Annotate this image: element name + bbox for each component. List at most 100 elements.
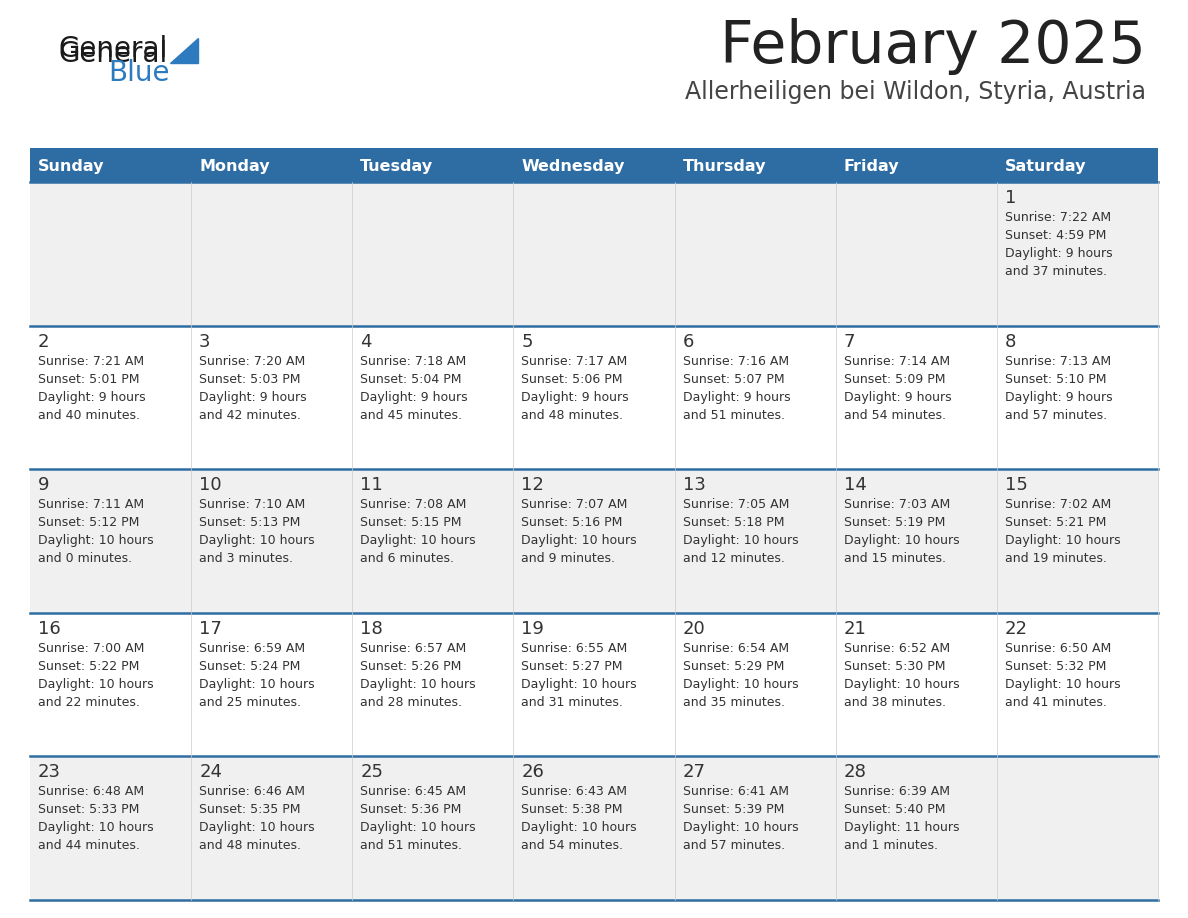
Text: Sunset: 5:18 PM: Sunset: 5:18 PM (683, 516, 784, 529)
Text: and 41 minutes.: and 41 minutes. (1005, 696, 1107, 709)
Text: 26: 26 (522, 764, 544, 781)
Text: 23: 23 (38, 764, 61, 781)
Text: and 54 minutes.: and 54 minutes. (843, 409, 946, 421)
Text: Sunrise: 6:45 AM: Sunrise: 6:45 AM (360, 786, 467, 799)
Text: Sunrise: 6:55 AM: Sunrise: 6:55 AM (522, 642, 627, 655)
Text: and 3 minutes.: and 3 minutes. (200, 553, 293, 565)
Text: Sunset: 5:13 PM: Sunset: 5:13 PM (200, 516, 301, 529)
Polygon shape (170, 38, 198, 63)
Text: Sunset: 5:07 PM: Sunset: 5:07 PM (683, 373, 784, 386)
Text: 11: 11 (360, 476, 383, 494)
Text: 14: 14 (843, 476, 866, 494)
Text: 1: 1 (1005, 189, 1016, 207)
Text: Daylight: 9 hours: Daylight: 9 hours (843, 390, 952, 404)
Text: Daylight: 9 hours: Daylight: 9 hours (683, 390, 790, 404)
Text: Sunrise: 7:08 AM: Sunrise: 7:08 AM (360, 498, 467, 511)
Bar (997, 469, 1158, 613)
Bar (997, 148, 1158, 182)
Text: Wednesday: Wednesday (522, 159, 625, 174)
Text: Sunset: 5:32 PM: Sunset: 5:32 PM (1005, 660, 1106, 673)
Text: Tuesday: Tuesday (360, 159, 434, 174)
Text: and 28 minutes.: and 28 minutes. (360, 696, 462, 709)
Text: 8: 8 (1005, 332, 1016, 351)
Text: Daylight: 9 hours: Daylight: 9 hours (1005, 247, 1112, 260)
Bar (835, 613, 997, 756)
Text: Sunrise: 7:05 AM: Sunrise: 7:05 AM (683, 498, 789, 511)
Text: Daylight: 10 hours: Daylight: 10 hours (360, 822, 476, 834)
Text: Sunset: 5:24 PM: Sunset: 5:24 PM (200, 660, 301, 673)
Text: Sunrise: 6:41 AM: Sunrise: 6:41 AM (683, 786, 789, 799)
Bar (353, 182, 513, 326)
Bar (675, 756, 835, 900)
Bar (997, 613, 1158, 756)
Text: Allerheiligen bei Wildon, Styria, Austria: Allerheiligen bei Wildon, Styria, Austri… (685, 80, 1146, 104)
Text: Sunrise: 7:10 AM: Sunrise: 7:10 AM (200, 498, 305, 511)
Bar (191, 756, 353, 900)
Text: Sunset: 5:03 PM: Sunset: 5:03 PM (200, 373, 301, 386)
Text: and 38 minutes.: and 38 minutes. (843, 696, 946, 709)
Text: Daylight: 10 hours: Daylight: 10 hours (1005, 534, 1120, 547)
Text: Sunset: 5:06 PM: Sunset: 5:06 PM (522, 373, 623, 386)
Text: Sunset: 5:01 PM: Sunset: 5:01 PM (38, 373, 139, 386)
Text: 22: 22 (1005, 620, 1028, 638)
Text: Sunset: 5:12 PM: Sunset: 5:12 PM (38, 516, 139, 529)
Text: Daylight: 10 hours: Daylight: 10 hours (38, 822, 153, 834)
Bar (191, 148, 353, 182)
Text: Sunrise: 6:59 AM: Sunrise: 6:59 AM (200, 642, 305, 655)
Text: Daylight: 9 hours: Daylight: 9 hours (1005, 390, 1112, 404)
Text: 18: 18 (360, 620, 383, 638)
Text: Monday: Monday (200, 159, 270, 174)
Text: Sunset: 5:15 PM: Sunset: 5:15 PM (360, 516, 462, 529)
Text: and 31 minutes.: and 31 minutes. (522, 696, 624, 709)
Text: 9: 9 (38, 476, 50, 494)
Text: and 15 minutes.: and 15 minutes. (843, 553, 946, 565)
Text: Sunset: 5:39 PM: Sunset: 5:39 PM (683, 803, 784, 816)
Text: Friday: Friday (843, 159, 899, 174)
Bar (353, 326, 513, 469)
Text: and 51 minutes.: and 51 minutes. (683, 409, 784, 421)
Bar (30, 613, 191, 756)
Text: Daylight: 11 hours: Daylight: 11 hours (843, 822, 959, 834)
Text: Blue: Blue (108, 59, 170, 87)
Text: Sunset: 5:21 PM: Sunset: 5:21 PM (1005, 516, 1106, 529)
Text: Sunset: 5:26 PM: Sunset: 5:26 PM (360, 660, 462, 673)
Text: Thursday: Thursday (683, 159, 766, 174)
Text: Daylight: 10 hours: Daylight: 10 hours (360, 534, 476, 547)
Text: Sunrise: 7:00 AM: Sunrise: 7:00 AM (38, 642, 145, 655)
Bar (835, 756, 997, 900)
Text: and 54 minutes.: and 54 minutes. (522, 839, 624, 853)
Bar (353, 613, 513, 756)
Bar (675, 148, 835, 182)
Bar (353, 756, 513, 900)
Bar (513, 148, 675, 182)
Text: Sunrise: 7:11 AM: Sunrise: 7:11 AM (38, 498, 144, 511)
Text: Sunrise: 7:02 AM: Sunrise: 7:02 AM (1005, 498, 1111, 511)
Bar (513, 326, 675, 469)
Bar (30, 326, 191, 469)
Text: 19: 19 (522, 620, 544, 638)
Text: and 57 minutes.: and 57 minutes. (683, 839, 785, 853)
Text: Sunset: 5:27 PM: Sunset: 5:27 PM (522, 660, 623, 673)
Text: and 9 minutes.: and 9 minutes. (522, 553, 615, 565)
Text: Daylight: 10 hours: Daylight: 10 hours (200, 822, 315, 834)
Text: Daylight: 10 hours: Daylight: 10 hours (38, 534, 153, 547)
Text: Sunrise: 7:03 AM: Sunrise: 7:03 AM (843, 498, 950, 511)
Bar (191, 469, 353, 613)
Text: Sunset: 5:19 PM: Sunset: 5:19 PM (843, 516, 946, 529)
Text: Saturday: Saturday (1005, 159, 1086, 174)
Text: Daylight: 9 hours: Daylight: 9 hours (200, 390, 307, 404)
Text: Daylight: 10 hours: Daylight: 10 hours (360, 677, 476, 691)
Text: 6: 6 (683, 332, 694, 351)
Text: 15: 15 (1005, 476, 1028, 494)
Text: and 35 minutes.: and 35 minutes. (683, 696, 784, 709)
Bar (353, 469, 513, 613)
Text: General: General (58, 35, 168, 63)
Bar (513, 469, 675, 613)
Text: Sunrise: 7:17 AM: Sunrise: 7:17 AM (522, 354, 627, 367)
Text: 16: 16 (38, 620, 61, 638)
Text: 12: 12 (522, 476, 544, 494)
Text: 4: 4 (360, 332, 372, 351)
Text: 25: 25 (360, 764, 384, 781)
Text: Sunrise: 6:57 AM: Sunrise: 6:57 AM (360, 642, 467, 655)
Text: Sunset: 5:22 PM: Sunset: 5:22 PM (38, 660, 139, 673)
